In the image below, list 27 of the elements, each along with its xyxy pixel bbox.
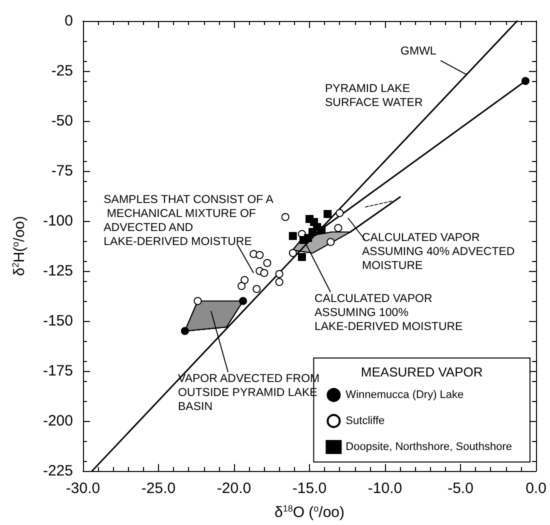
x-tick-label: -15.0 — [292, 480, 327, 497]
y-tick-label: -225 — [42, 462, 73, 480]
y-tick-label: -100 — [42, 212, 73, 230]
y-tick-label: -125 — [42, 262, 73, 280]
x-tick-label: -25.0 — [141, 480, 176, 497]
y-tick-label: -50 — [51, 112, 73, 130]
x-tick-label: -10.0 — [368, 480, 402, 497]
y-tick-label: -75 — [51, 162, 73, 180]
y-tick-label: -175 — [42, 362, 73, 380]
x-tick-label: -5.0 — [448, 480, 474, 497]
y-tick-label: -150 — [42, 312, 73, 330]
annotation: CALCULATED VAPOR ASSUMING 100% LAKE-DERIVED MOISTURE — [314, 293, 464, 333]
legend-label: Sutcliffe — [346, 415, 385, 427]
annotation: SAMPLES THAT CONSIST OF A MECHANICAL MIXTURE OF ADVECTED AND LAKE-DERIVED MOISTURE — [104, 194, 274, 248]
annotation: PYRAMID LAKE SURFACE WATER — [325, 83, 423, 109]
annotation: CALCULATED VAPOR ASSUMING 40% ADVECTED MOISTURE — [362, 232, 518, 272]
legend-title: MEASURED VAPOR — [360, 364, 483, 380]
y-tick-label: -25 — [51, 62, 73, 80]
legend-label: Doopsite, Northshore, Southshore — [346, 441, 512, 453]
x-tick-label: -20.0 — [216, 480, 252, 497]
y-tick-label: -200 — [42, 412, 73, 430]
y-axis-title: δ2H(o/oo) — [10, 216, 28, 276]
legend-label: Winnemucca (Dry) Lake — [346, 389, 464, 401]
y-tick-label: 0 — [64, 12, 73, 30]
x-tick-label: 0.0 — [526, 480, 546, 497]
x-tick-label: -30.0 — [66, 480, 100, 497]
annotation: GMWL — [400, 46, 437, 58]
